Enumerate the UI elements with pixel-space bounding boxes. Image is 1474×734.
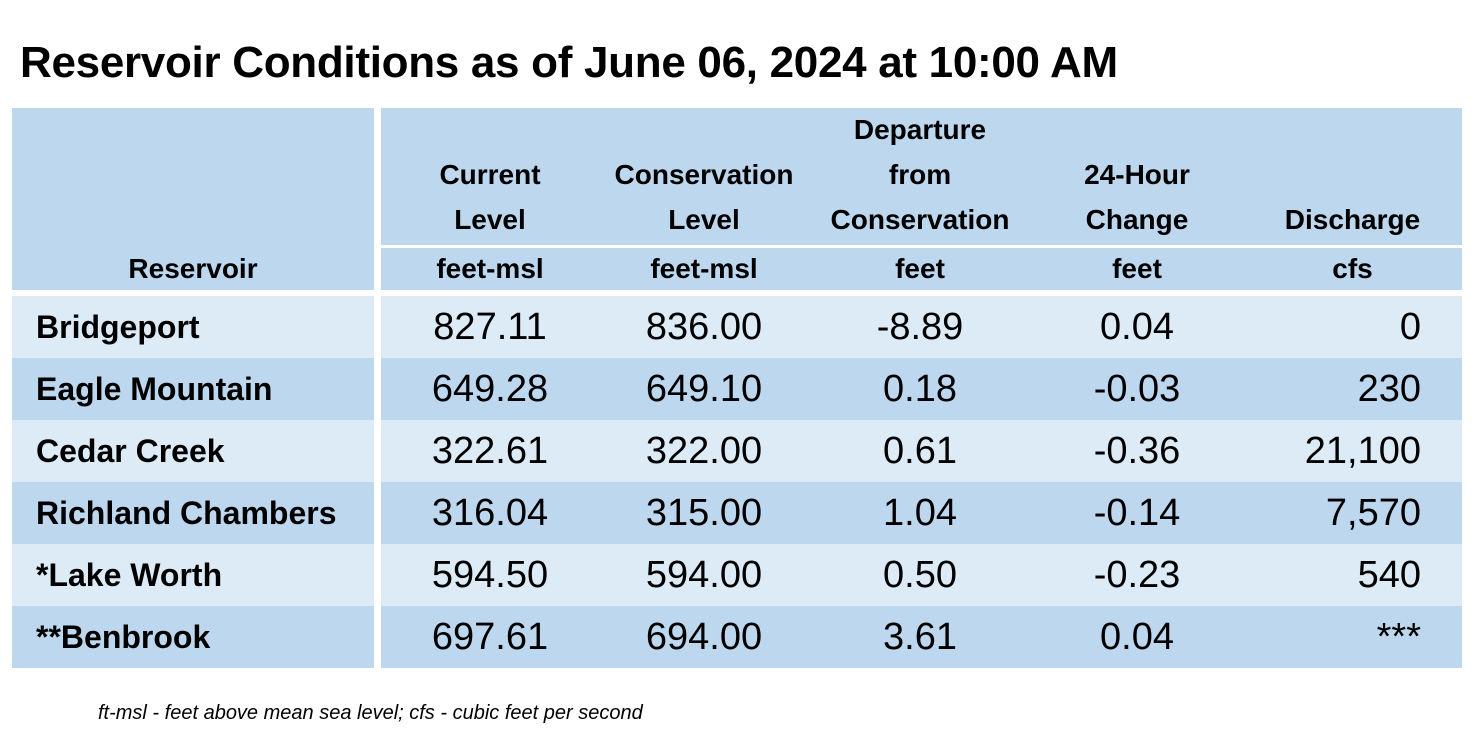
unit-discharge: cfs — [1332, 253, 1373, 284]
reservoir-table: Reservoir Current Level Conservation Lev… — [12, 108, 1462, 668]
change-value: -0.36 — [1093, 430, 1181, 472]
reservoir-name: Cedar Creek — [36, 433, 225, 469]
header-departure-line2: from — [888, 159, 952, 190]
header-current-line2: Level — [454, 204, 526, 235]
table-row: **Benbrook 697.61 694.00 3.61 0.04 *** — [12, 606, 1462, 668]
change-value: -0.14 — [1093, 492, 1181, 534]
current-level-value: 649.28 — [431, 368, 549, 410]
current-level-value: 322.61 — [431, 430, 549, 472]
header-current-line1: Current — [439, 159, 541, 190]
unit-departure: feet — [895, 253, 945, 284]
reservoir-name: **Benbrook — [36, 619, 211, 655]
departure-value: 0.18 — [883, 368, 957, 410]
header-conservation-line1: Conservation — [614, 159, 794, 190]
change-value: -0.23 — [1093, 554, 1181, 596]
reservoir-name: Richland Chambers — [36, 495, 337, 531]
header-change-line1: 24-Hour — [1084, 159, 1190, 190]
change-value: 0.04 — [1100, 616, 1174, 658]
discharge-value: 7,570 — [1325, 492, 1421, 534]
departure-value: 0.50 — [883, 554, 957, 596]
change-value: -0.03 — [1093, 368, 1181, 410]
conservation-level-value: 594.00 — [645, 554, 763, 596]
discharge-value: 540 — [1357, 554, 1421, 596]
conservation-level-value: 315.00 — [645, 492, 763, 534]
table-row: Eagle Mountain 649.28 649.10 0.18 -0.03 … — [12, 358, 1462, 420]
departure-value: 3.61 — [883, 616, 957, 658]
current-level-value: 827.11 — [433, 306, 547, 348]
conservation-level-value: 694.00 — [645, 616, 763, 658]
page-title: Reservoir Conditions as of June 06, 2024… — [20, 38, 1118, 87]
footnote: ft-msl - feet above mean sea level; cfs … — [98, 702, 643, 724]
header-reservoir-cell — [12, 108, 374, 290]
table-row: Bridgeport 827.11 836.00 -8.89 0.04 0 — [12, 296, 1462, 358]
conservation-level-value: 322.00 — [645, 430, 763, 472]
table-row: *Lake Worth 594.50 594.00 0.50 -0.23 540 — [12, 544, 1462, 606]
unit-current: feet-msl — [436, 253, 544, 284]
reservoir-name: *Lake Worth — [36, 557, 223, 593]
conservation-level-value: 649.10 — [645, 368, 763, 410]
header-discharge: Discharge — [1284, 204, 1421, 235]
discharge-value: 21,100 — [1304, 430, 1421, 472]
unit-conservation: feet-msl — [650, 253, 758, 284]
header-change-line2: Change — [1085, 204, 1189, 235]
table-row: Cedar Creek 322.61 322.00 0.61 -0.36 21,… — [12, 420, 1462, 482]
conservation-level-value: 836.00 — [645, 306, 763, 348]
departure-value: 0.61 — [883, 430, 957, 472]
departure-value: 1.04 — [883, 492, 957, 534]
header-reservoir: Reservoir — [128, 253, 258, 284]
current-level-value: 594.50 — [431, 554, 549, 596]
header-departure-line3: Conservation — [830, 204, 1010, 235]
discharge-value: 230 — [1357, 368, 1421, 410]
header-divider — [381, 245, 1462, 248]
header-departure-line1: Departure — [853, 114, 987, 145]
current-level-value: 697.61 — [431, 616, 549, 658]
reservoir-name: Bridgeport — [36, 309, 200, 345]
departure-value: -8.89 — [876, 306, 964, 348]
header-conservation-line2: Level — [668, 204, 740, 235]
current-level-value: 316.04 — [431, 492, 549, 534]
discharge-value: *** — [1376, 616, 1421, 658]
change-value: 0.04 — [1100, 306, 1174, 348]
reservoir-name: Eagle Mountain — [36, 371, 273, 407]
unit-change: feet — [1112, 253, 1162, 284]
table-row: Richland Chambers 316.04 315.00 1.04 -0.… — [12, 482, 1462, 544]
discharge-value: 0 — [1399, 306, 1421, 348]
header-values-block — [381, 108, 1462, 290]
